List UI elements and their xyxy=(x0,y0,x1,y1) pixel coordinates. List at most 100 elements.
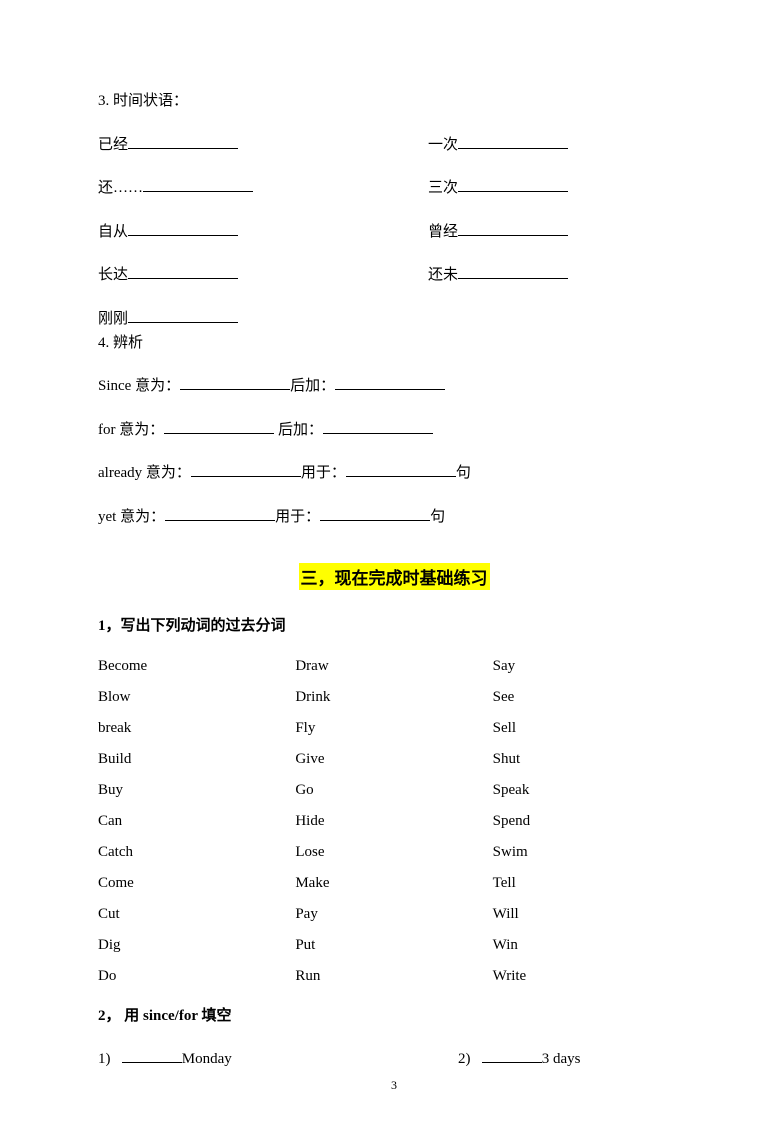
q2-text: 3 days xyxy=(542,1051,581,1067)
blank xyxy=(128,307,238,323)
blank xyxy=(122,1047,182,1063)
ex1-num: 1， xyxy=(98,618,121,634)
ex2-num: 2， xyxy=(98,1008,121,1024)
ex1-heading: 1，写出下列动词的过去分词 xyxy=(98,615,690,638)
tail: 句 xyxy=(456,465,471,481)
blank xyxy=(458,263,568,279)
time-row-3: 自从 曾经 xyxy=(98,220,690,244)
verb: Drink xyxy=(295,689,492,706)
verb: Spend xyxy=(493,813,690,830)
label: 意为： xyxy=(120,509,165,525)
for-row: for 意为： 后加： xyxy=(98,418,690,442)
q1-text: Monday xyxy=(182,1051,232,1067)
verb-col-2: Draw Drink Fly Give Go Hide Lose Make Pa… xyxy=(295,658,492,999)
time-row-2: 还…… 三次 xyxy=(98,176,690,200)
label: 刚刚 xyxy=(98,311,128,327)
verb: Make xyxy=(295,875,492,892)
verb: break xyxy=(98,720,295,737)
verb: Fly xyxy=(295,720,492,737)
item3-heading: 3. 时间状语： xyxy=(98,90,690,113)
verb: Draw xyxy=(295,658,492,675)
item4-title: 辨析 xyxy=(113,335,143,351)
verb: See xyxy=(493,689,690,706)
label: 长达 xyxy=(98,267,128,283)
ex2-heading: 2， 用 since/for 填空 xyxy=(98,1005,690,1028)
blank xyxy=(458,133,568,149)
label: 用于： xyxy=(301,465,346,481)
verb: Can xyxy=(98,813,295,830)
item4-heading: 4. 辨析 xyxy=(98,332,690,355)
blank xyxy=(191,461,301,477)
word: yet xyxy=(98,509,116,525)
blank xyxy=(128,263,238,279)
label: 已经 xyxy=(98,137,128,153)
label: 还未 xyxy=(428,267,458,283)
verb: Say xyxy=(493,658,690,675)
verb: Build xyxy=(98,751,295,768)
label: 自从 xyxy=(98,224,128,240)
label: 意为： xyxy=(135,378,180,394)
verb: Do xyxy=(98,968,295,985)
verb-columns: Become Blow break Build Buy Can Catch Co… xyxy=(98,658,690,999)
verb: Sell xyxy=(493,720,690,737)
tail: 句 xyxy=(430,509,445,525)
verb: Tell xyxy=(493,875,690,892)
item3-title: 时间状语： xyxy=(113,93,188,109)
label: 三次 xyxy=(428,180,458,196)
verb: Pay xyxy=(295,906,492,923)
verb: Go xyxy=(295,782,492,799)
blank xyxy=(165,505,275,521)
label: 后加： xyxy=(274,422,323,438)
item4-num: 4. xyxy=(98,335,109,351)
blank xyxy=(335,374,445,390)
word: Since xyxy=(98,378,131,394)
label: 还…… xyxy=(98,180,143,196)
time-row-1: 已经 一次 xyxy=(98,133,690,157)
blank xyxy=(323,418,433,434)
verb: Speak xyxy=(493,782,690,799)
since-row: Since 意为： 后加： xyxy=(98,374,690,398)
verb: Run xyxy=(295,968,492,985)
verb: Hide xyxy=(295,813,492,830)
section3-wrap: 三，现在完成时基础练习 xyxy=(98,563,690,590)
blank xyxy=(143,176,253,192)
label: 用于： xyxy=(275,509,320,525)
verb: Shut xyxy=(493,751,690,768)
section3-title: 三，现在完成时基础练习 xyxy=(299,563,490,590)
verb: Blow xyxy=(98,689,295,706)
document-page: 3. 时间状语： 已经 一次 还…… 三次 自从 曾经 长达 还未 xyxy=(0,0,780,1133)
verb: Become xyxy=(98,658,295,675)
verb-col-3: Say See Sell Shut Speak Spend Swim Tell … xyxy=(493,658,690,999)
blank xyxy=(128,133,238,149)
verb: Come xyxy=(98,875,295,892)
blank xyxy=(346,461,456,477)
blank xyxy=(128,220,238,236)
verb: Write xyxy=(493,968,690,985)
word: already xyxy=(98,465,142,481)
word: for xyxy=(98,422,116,438)
ex2-row: 1) Monday 2) 3 days xyxy=(98,1047,690,1068)
ex2-title: 用 since/for 填空 xyxy=(124,1008,231,1024)
label: 意为： xyxy=(119,422,164,438)
verb: Lose xyxy=(295,844,492,861)
blank xyxy=(180,374,290,390)
verb-col-1: Become Blow break Build Buy Can Catch Co… xyxy=(98,658,295,999)
verb: Buy xyxy=(98,782,295,799)
label: 曾经 xyxy=(428,224,458,240)
verb: Dig xyxy=(98,937,295,954)
verb: Win xyxy=(493,937,690,954)
ex1-title: 写出下列动词的过去分词 xyxy=(121,618,286,634)
verb: Swim xyxy=(493,844,690,861)
label: 意为： xyxy=(146,465,191,481)
verb: Give xyxy=(295,751,492,768)
yet-row: yet 意为： 用于： 句 xyxy=(98,505,690,529)
label: 一次 xyxy=(428,137,458,153)
verb: Put xyxy=(295,937,492,954)
blank xyxy=(482,1047,542,1063)
verb: Catch xyxy=(98,844,295,861)
blank xyxy=(458,176,568,192)
already-row: already 意为： 用于： 句 xyxy=(98,461,690,485)
blank xyxy=(458,220,568,236)
label: 后加： xyxy=(290,378,335,394)
time-row-4: 长达 还未 xyxy=(98,263,690,287)
